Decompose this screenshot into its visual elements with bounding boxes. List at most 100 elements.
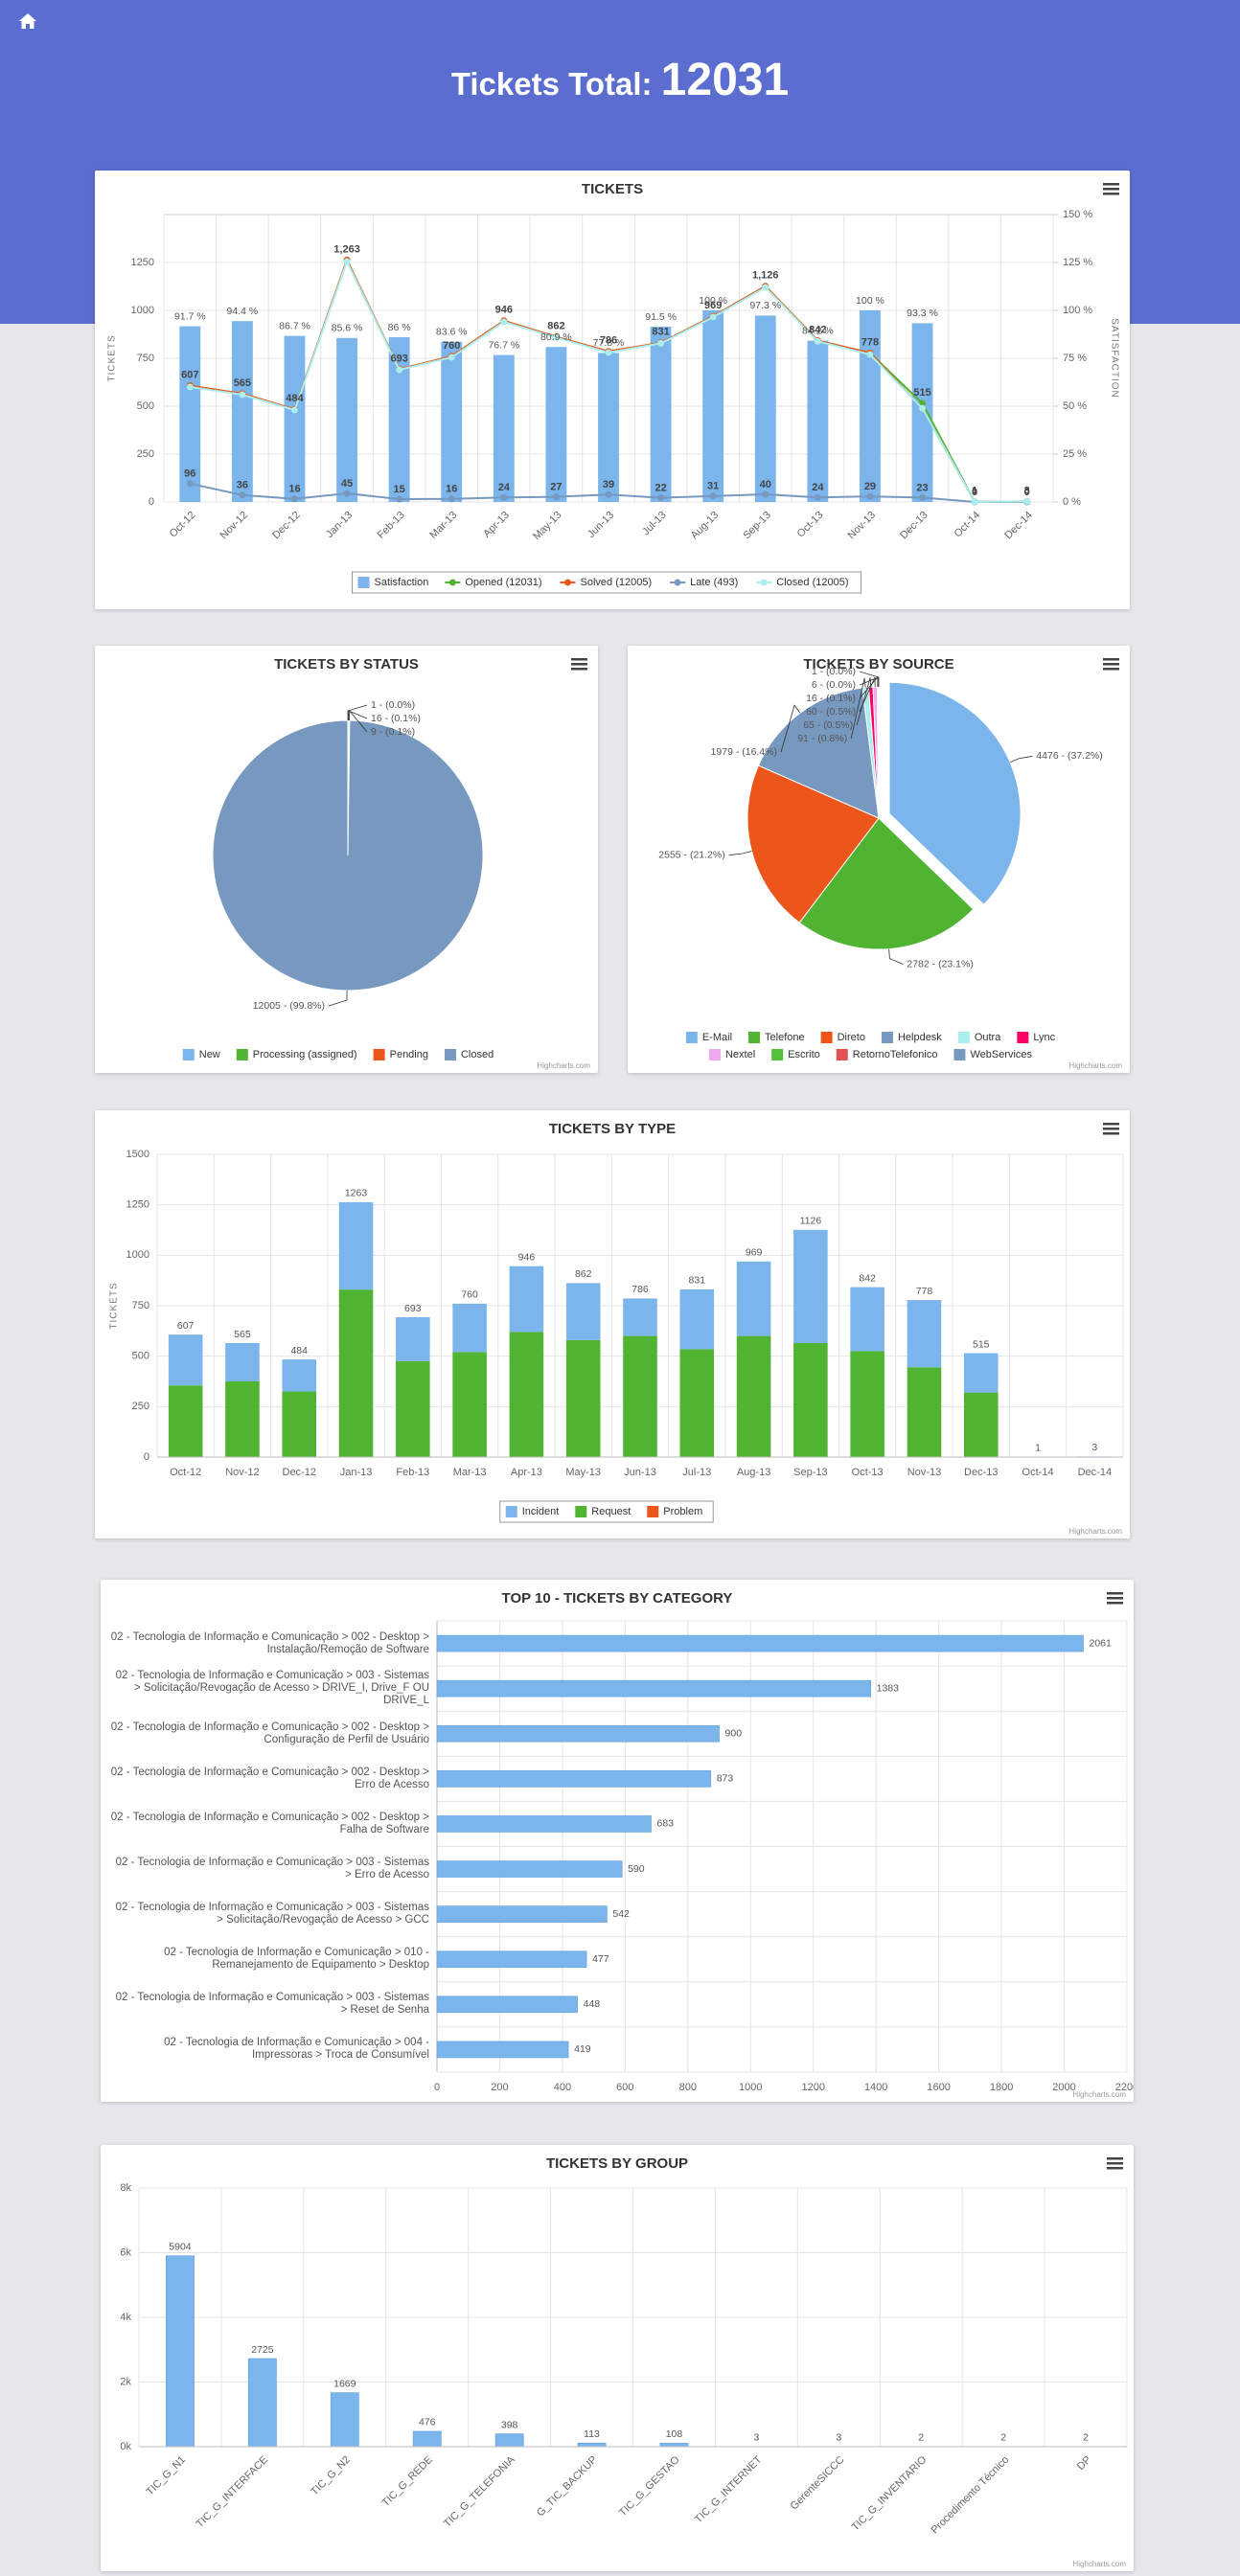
data-label: 60 - (0.5%) [806, 706, 856, 718]
data-label: 96 [184, 468, 195, 480]
y2-tick-label: 125 % [1063, 257, 1092, 268]
bar [168, 1385, 203, 1457]
data-label: 24 [498, 482, 511, 493]
line-marker [709, 313, 717, 321]
x-tick-label: Aug-13 [737, 1467, 770, 1478]
legend-item[interactable]: Problem [647, 1506, 702, 1517]
bar [388, 337, 410, 502]
data-label: 1,126 [752, 270, 779, 282]
chart-panel: TICKETS BY TYPE Highcharts.com 0 250 500 750 1… [95, 1110, 1130, 1539]
label-connector [888, 948, 904, 965]
legend-item[interactable]: Escrito [771, 1049, 820, 1060]
bar [436, 1679, 871, 1698]
data-label: 607 [181, 370, 198, 381]
line-marker [552, 333, 560, 341]
x-tick-label: Dec-13 [964, 1467, 998, 1478]
stack-total-label: 862 [575, 1268, 592, 1280]
x-tick-label: Feb-13 [376, 510, 407, 541]
legend-item[interactable]: WebServices [953, 1049, 1033, 1060]
data-label: 45 [341, 478, 353, 490]
legend-item[interactable]: RetornoTelefonico [836, 1049, 938, 1060]
line-marker [919, 399, 927, 407]
legend-item[interactable]: Incident [505, 1506, 560, 1517]
menu-icon-bar [1103, 668, 1119, 671]
line-marker [762, 490, 769, 498]
x-tick-label: Aug-13 [689, 510, 722, 542]
legend-label: Opened (12031) [465, 577, 541, 588]
data-label: 16 - (0.1%) [371, 713, 421, 724]
x-tick-label: Jan-13 [324, 510, 355, 540]
data-label: 76.7 % [488, 339, 519, 351]
legend-item[interactable]: Pending [373, 1049, 428, 1060]
data-label: 77.8 % [593, 337, 625, 349]
bar [166, 2255, 195, 2448]
category-label: 02 - Tecnologia de Informação e Comunica… [115, 1670, 429, 1707]
line-marker [762, 284, 769, 291]
home-icon[interactable] [18, 12, 37, 30]
pie-slice[interactable] [746, 764, 880, 923]
data-label: 0 [1024, 487, 1030, 498]
menu-button[interactable] [1107, 2157, 1123, 2170]
line-marker [396, 495, 403, 503]
menu-button[interactable] [1103, 658, 1119, 671]
x-tick-label: Procedimento Técnico [930, 2454, 1012, 2537]
legend-item[interactable]: Closed [444, 1049, 494, 1060]
bar [396, 1317, 430, 1361]
data-label: 93.3 % [907, 308, 938, 319]
y-tick-label: 0 [144, 1451, 149, 1463]
x-tick-label: TIC_G_GESTAO [617, 2453, 682, 2519]
y2-tick-label: 25 % [1063, 448, 1087, 460]
legend-item[interactable]: Nextel [708, 1049, 755, 1060]
stack-total-label: 760 [461, 1289, 478, 1301]
legend-item[interactable]: Outra [957, 1032, 1001, 1043]
line-marker [814, 493, 821, 501]
menu-button[interactable] [1103, 1123, 1119, 1135]
y-tick-label: 6k [120, 2246, 131, 2258]
legend-item[interactable]: Request [575, 1506, 631, 1517]
legend-item[interactable]: Late (493) [670, 577, 738, 588]
pie-slice[interactable] [798, 817, 975, 950]
legend-label: New [199, 1049, 220, 1060]
legend-item[interactable]: Processing (assigned) [236, 1049, 357, 1060]
menu-button[interactable] [1103, 183, 1119, 195]
legend-item[interactable]: Solved (12005) [560, 577, 653, 588]
line-marker [552, 493, 560, 501]
legend-item[interactable]: Lync [1017, 1032, 1056, 1043]
legend-item[interactable]: Telefone [748, 1032, 805, 1043]
legend-symbol [505, 1506, 517, 1517]
y2-axis-title: SATISFACTION [1109, 318, 1119, 399]
line-marker [448, 353, 455, 361]
legend-item[interactable]: E-Mail [685, 1032, 732, 1043]
bar [509, 1332, 544, 1457]
line-marker [919, 404, 927, 412]
data-label: 85.6 % [332, 323, 363, 334]
chart: TICKETS BY GROUP Highcharts.com 0k 2k 4k 6k 8k… [120, 2155, 1128, 2568]
y-tick-label: 750 [132, 1300, 149, 1311]
menu-icon-bar [1103, 193, 1119, 195]
legend-box [499, 1500, 714, 1523]
y-tick-label: 0k [120, 2441, 131, 2452]
pie-slice[interactable] [888, 681, 1022, 906]
x-tick-label: DP [1075, 2454, 1093, 2473]
stack-total-label: 1126 [800, 1216, 822, 1227]
legend-item[interactable]: Helpdesk [881, 1032, 942, 1043]
menu-icon-bar [571, 668, 587, 671]
x-tick-label: Nov-13 [846, 510, 879, 542]
line-marker [709, 492, 717, 500]
menu-button[interactable] [1107, 1592, 1123, 1605]
legend-item[interactable]: Opened (12031) [445, 577, 542, 588]
legend-item[interactable]: New [182, 1049, 220, 1060]
pie-slice[interactable] [757, 687, 880, 819]
bar [509, 1265, 544, 1333]
data-label: 91 - (0.8%) [797, 733, 847, 744]
pie-slice[interactable] [212, 719, 484, 992]
legend-item[interactable]: Direto [820, 1032, 865, 1043]
menu-button[interactable] [571, 658, 587, 671]
menu-icon-bar [1103, 663, 1119, 666]
data-label: 2 [918, 2432, 924, 2444]
bar [907, 1367, 942, 1457]
bar [225, 1342, 260, 1381]
legend-item[interactable]: Closed (12005) [756, 577, 848, 588]
legend-item[interactable]: Satisfaction [357, 577, 429, 588]
